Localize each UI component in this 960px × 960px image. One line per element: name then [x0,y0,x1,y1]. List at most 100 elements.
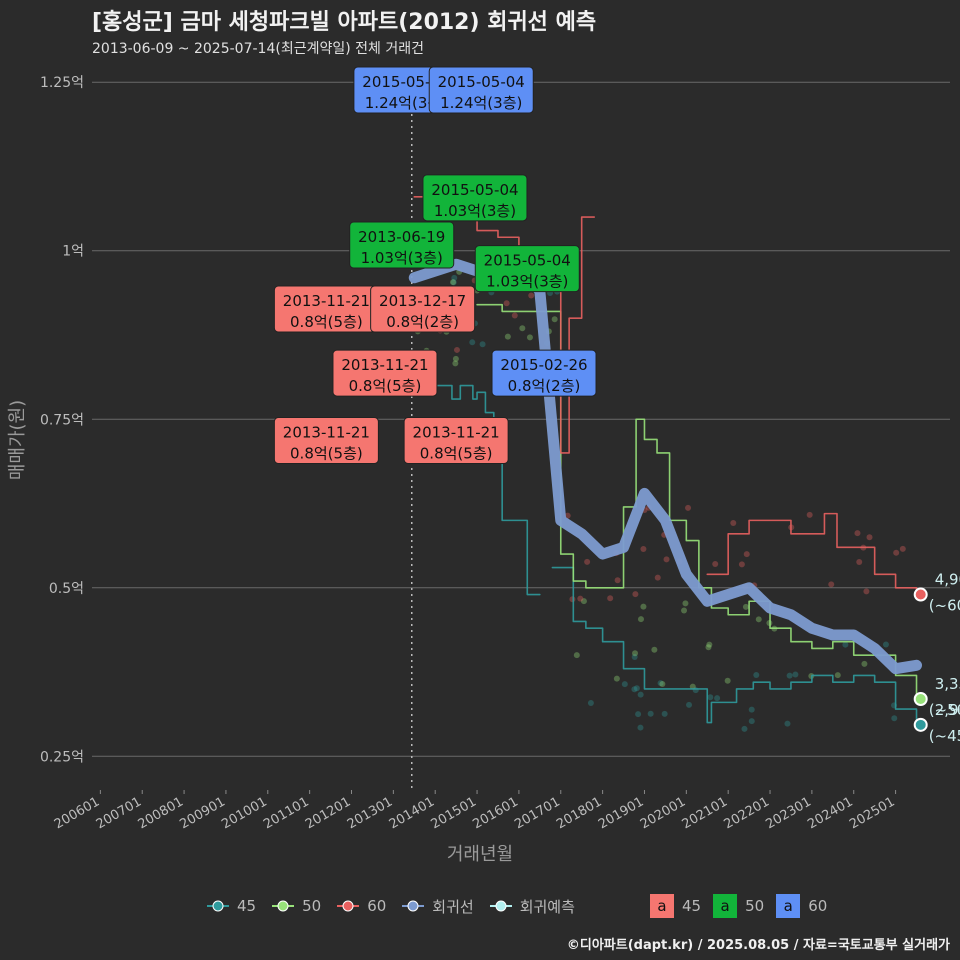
x-tick-label: 200601 [52,794,102,832]
scatter-point-45 [748,706,755,713]
scatter-point-50 [742,603,749,610]
scatter-point-60 [806,511,813,518]
scatter-point-50 [452,360,459,367]
legend-label-60: 60 [367,897,387,915]
annotation-price: 0.8억(5층) [349,377,422,395]
scatter-point-50 [705,644,712,651]
scatter-point-45 [587,700,594,707]
legend-box-label-45: 45 [682,897,702,915]
scatter-point-45 [469,339,476,346]
scatter-point-50 [632,650,639,657]
end-value-label: 4,900 [935,571,960,589]
annotation-price: 1.03억(3층) [486,273,568,291]
annotation-price: 1.24억(3층) [440,94,522,112]
scatter-point-60 [663,556,670,563]
x-tick-label: 201801 [554,794,604,832]
annotation-price: 1.24억(3층) [365,94,447,112]
annotation-45: 2013-11-21 0.8억(5층) [273,285,379,333]
end-area-label: (~50㎡) [929,701,960,719]
annotation-date: 2013-11-21 [283,292,370,310]
x-tick-label: 201001 [219,794,269,832]
scatter-point-60 [854,530,861,537]
legend-item-60: 60 [335,896,386,916]
scatter-point-60 [528,292,535,299]
scatter-point-50 [580,598,587,605]
annotation-box [403,416,509,464]
scatter-point-60 [577,595,584,602]
scatter-point-60 [640,546,647,553]
annotation-box [491,349,597,397]
scatter-point-60 [654,574,661,581]
annotation-date: 2015-05-04 [438,73,525,91]
scatter-point-50 [724,677,731,684]
scatter-point-45 [450,279,457,286]
scatter-point-50 [640,603,647,610]
legend-label-trend: 회귀선 [432,897,474,916]
scatter-point-50 [834,672,841,679]
scatter-point-60 [685,504,692,511]
scatter-point-50 [450,279,457,286]
legend-key-dot [342,900,354,912]
annotation-price: 0.8억(2층) [508,377,581,395]
scatter-point-60 [564,512,571,519]
scatter-point-50 [573,652,580,659]
legend-box-60: a [776,894,801,918]
annotation-50: 2015-05-04 1.03억(3층) [422,174,528,222]
legend-key-45 [207,900,229,912]
annotation-date: 2013-11-21 [341,356,428,374]
scatter-point-45 [635,711,642,718]
legend-label-45: 45 [237,897,257,915]
annotation-price: 0.8억(5층) [420,444,493,462]
x-tick-label: 201501 [429,794,479,832]
scatter-point-45 [686,701,693,708]
series-line-회귀선 [408,258,923,675]
scatter-point-60 [569,596,576,603]
annotation-45: 2013-11-21 0.8억(5층) [273,416,379,464]
scatter-point-45 [451,274,458,281]
scatter-point-50 [452,355,459,362]
series-line-45 [430,384,541,596]
scatter-point-60 [511,312,518,319]
annotation-45: 2013-11-21 0.8억(5층) [332,349,438,397]
scatter-point-45 [882,641,889,648]
legend-label-predict: 회귀예측 [519,897,575,916]
end-area-label: (~45㎡) [929,727,960,745]
legend-key-dot [495,900,507,912]
x-tick-label: 202501 [847,794,897,832]
annotation-date: 2013-12-17 [379,292,466,310]
x-tick-label: 201101 [261,794,311,832]
annotation-date: 2015-05-04 [484,252,571,270]
scatter-point-45 [661,710,668,717]
legend-key-dot [277,900,289,912]
legend-item-45: 45 [205,896,256,916]
scatter-point-60 [607,595,614,602]
y-tick-label: 1.25억 [40,75,84,91]
scatter-point-60 [453,346,460,353]
chart-title: [홍성군] 금마 세청파크빌 아파트(2012) 회귀선 예측 [92,10,597,35]
scatter-point-45 [631,686,638,693]
annotation-45: 2013-11-21 0.8억(5층) [403,416,509,464]
chart-subtitle: 2013-06-09 ~ 2025-07-14(최근계약일) 전체 거래건 [92,41,424,57]
scatter-point-45 [479,341,486,348]
legend-box-50: a [713,894,738,918]
scatter-point-60 [584,558,591,565]
annotation-box [428,66,534,114]
scatter-point-60 [632,591,639,598]
legend-lines: 45 50 60 회귀선 회귀예측 [205,894,589,918]
scatter-point-50 [637,616,644,623]
x-tick-label: 201601 [470,794,520,832]
x-tick-label: 201401 [387,794,437,832]
scatter-point-60 [866,534,873,541]
scatter-point-45 [842,641,849,648]
end-point-45 [913,717,928,732]
legend-boxes: a 45 a 50 a 60 [650,894,827,918]
scatter-point-50 [519,325,526,332]
y-tick-label: 0.25억 [40,749,84,765]
source-caption: ©디아파트(dapt.kr) / 2025.08.05 / 자료=국토교통부 실… [566,938,950,953]
scatter-point-50 [682,600,689,607]
y-tick-label: 0.5억 [49,581,84,597]
series-line-50 [476,303,918,700]
y-tick-label: 0.75억 [40,412,84,428]
scatter-point-60 [614,577,621,584]
annotation-date: 2013-11-21 [413,423,500,441]
